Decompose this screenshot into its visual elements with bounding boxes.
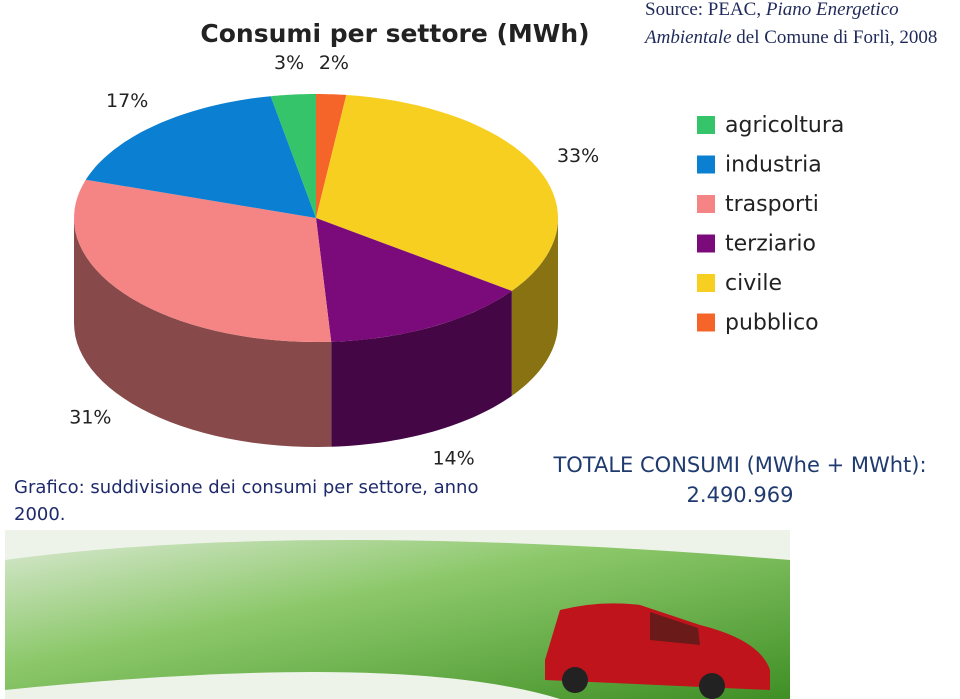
total-value: 2.490.969: [686, 483, 794, 507]
legend-label: civile: [725, 271, 782, 296]
legend-label: agricoltura: [725, 113, 844, 138]
legend-swatch: [697, 274, 715, 292]
caption: Grafico: suddivisione dei consumi per se…: [14, 477, 479, 525]
source-text: Piano Energetico Ambientale: [645, 0, 899, 48]
pie-slice: [74, 179, 332, 342]
pie-slice: [85, 96, 316, 218]
source-text: del Comune di Forlì, 2008: [731, 27, 938, 48]
legend-swatch: [697, 313, 715, 332]
legend-label: pubblico: [725, 311, 819, 336]
data-label: 33%: [557, 145, 599, 167]
pie-side: [74, 218, 332, 447]
legend-swatch: [697, 195, 715, 213]
legend-swatch: [697, 116, 715, 134]
data-label: 31%: [69, 407, 111, 429]
illustration: [5, 530, 790, 699]
wheel: [699, 673, 725, 699]
total-label: TOTALE CONSUMI (MWhe + MWht):: [553, 453, 927, 477]
data-label: 2%: [319, 52, 349, 74]
van-window: [650, 612, 700, 645]
legend-swatch: [697, 155, 715, 174]
total: TOTALE CONSUMI (MWhe + MWht): 2.490.969: [520, 450, 960, 510]
pie-slice: [316, 94, 347, 218]
wheel: [562, 667, 588, 693]
pie-slice: [316, 95, 558, 291]
pie-slice: [270, 94, 316, 218]
pie-side: [331, 290, 512, 447]
legend-swatch: [697, 234, 715, 253]
chart-title: Consumi per settore (MWh): [200, 19, 589, 48]
source-text: Source: PEAC,: [645, 0, 766, 20]
legend-label: terziario: [725, 232, 816, 257]
data-label: 14%: [432, 447, 474, 469]
legend-label: industria: [725, 153, 822, 178]
pie-side: [511, 218, 558, 396]
van: [545, 603, 770, 690]
data-label: 17%: [106, 90, 148, 112]
legend-label: trasporti: [725, 192, 819, 217]
source: Source: PEAC, Piano Energetico Ambiental…: [645, 0, 960, 52]
pie-slice: [316, 218, 512, 342]
data-label: 3%: [274, 52, 304, 74]
